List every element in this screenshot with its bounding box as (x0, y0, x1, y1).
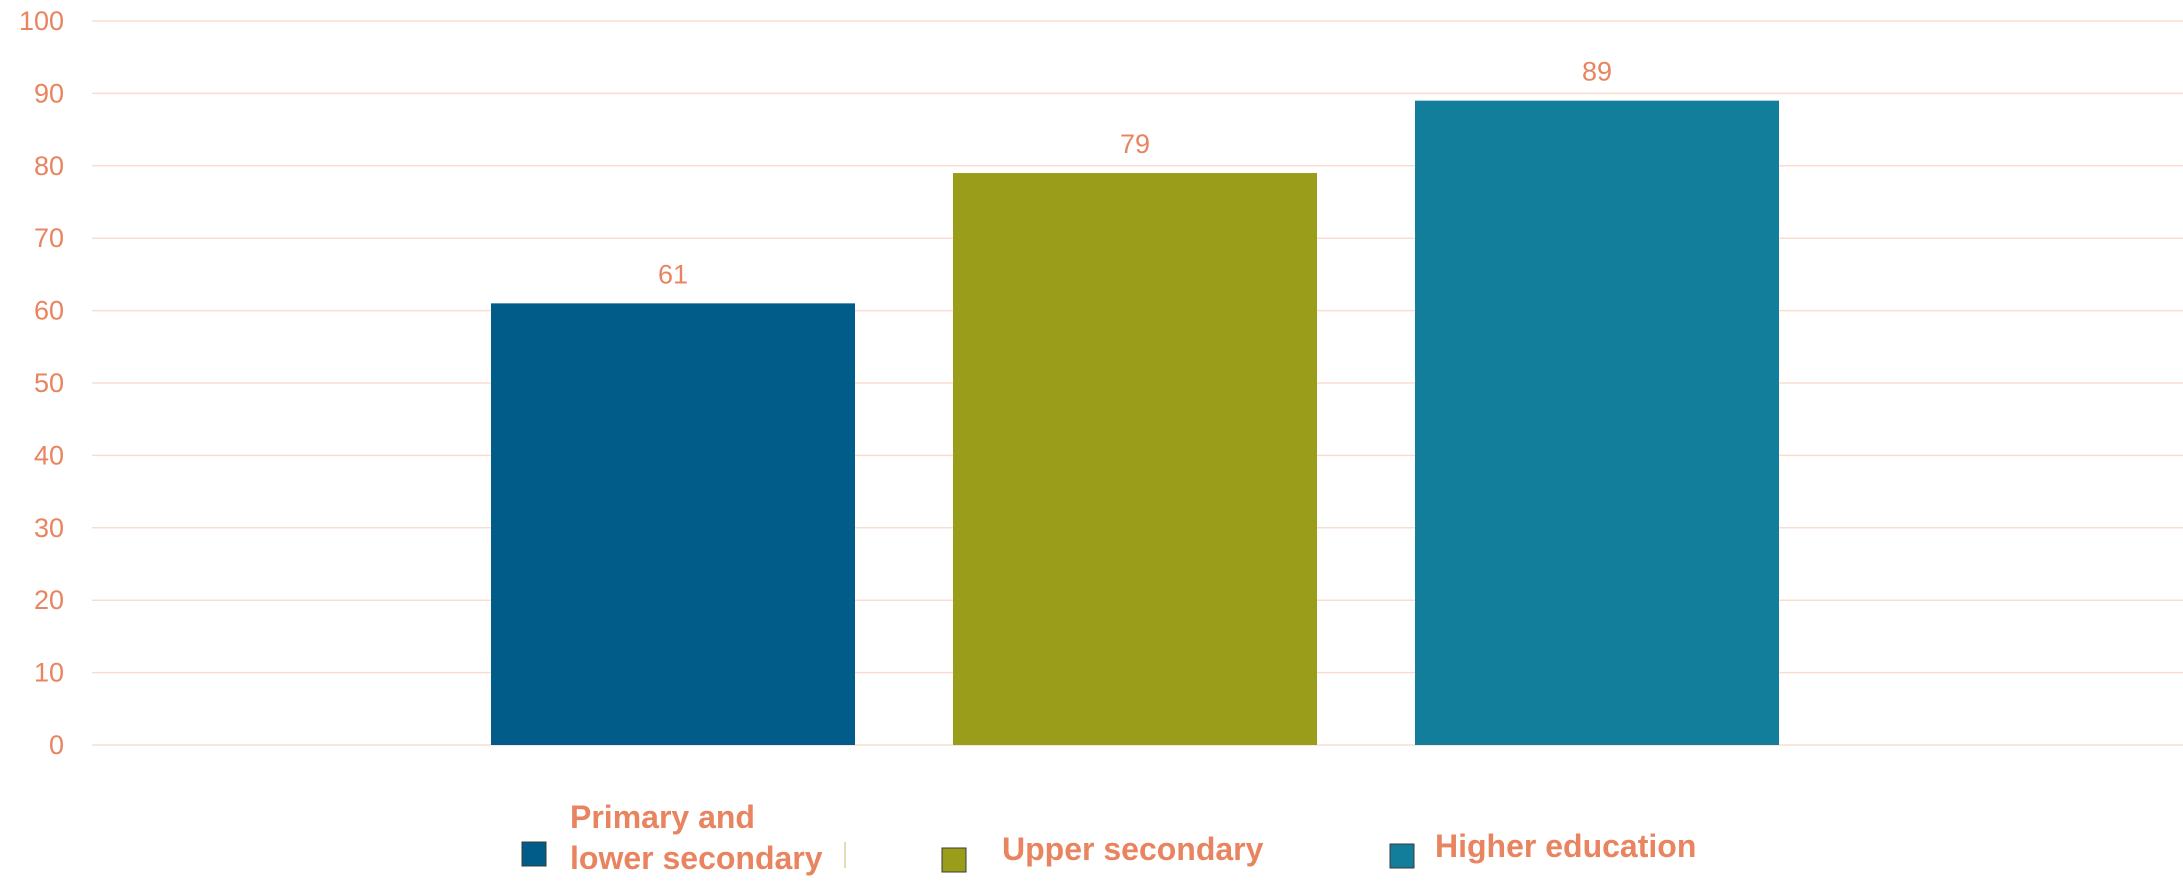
y-tick-label-10: 10 (34, 658, 64, 688)
bar-2 (953, 173, 1317, 746)
y-tick-label-40: 40 (34, 440, 64, 470)
y-tick-label-0: 0 (49, 730, 64, 760)
bars (491, 100, 1779, 746)
y-tick-label-80: 80 (34, 151, 64, 181)
legend: Primary and lower secondary Upper secondar… (521, 799, 1696, 876)
y-tick-label-60: 60 (34, 296, 64, 326)
legend-swatch-2 (941, 847, 967, 873)
legend-swatch-1 (521, 841, 547, 867)
y-tick-label-50: 50 (34, 368, 64, 398)
y-tick-label-20: 20 (34, 585, 64, 615)
data-labels: 61 79 89 (658, 57, 1612, 290)
legend-swatch-3 (1389, 843, 1415, 869)
data-label-1: 61 (658, 259, 688, 289)
legend-label-1-line-1: Primary and (570, 799, 755, 835)
data-label-2: 79 (1120, 129, 1150, 159)
bar-1 (491, 303, 855, 745)
legend-label-2-line-1: Upper secondary (1002, 831, 1264, 867)
legend-label-3-line-1: Higher education (1435, 828, 1696, 864)
legend-label-1-line-2: lower secondary (570, 840, 823, 876)
bar-3 (1415, 100, 1779, 745)
y-tick-label-70: 70 (34, 223, 64, 253)
y-axis-ticks: 0 10 20 30 40 50 60 70 80 90 100 (19, 6, 64, 760)
y-tick-label-100: 100 (19, 6, 64, 36)
y-tick-label-30: 30 (34, 513, 64, 543)
y-tick-label-90: 90 (34, 78, 64, 108)
data-label-3: 89 (1582, 57, 1612, 87)
